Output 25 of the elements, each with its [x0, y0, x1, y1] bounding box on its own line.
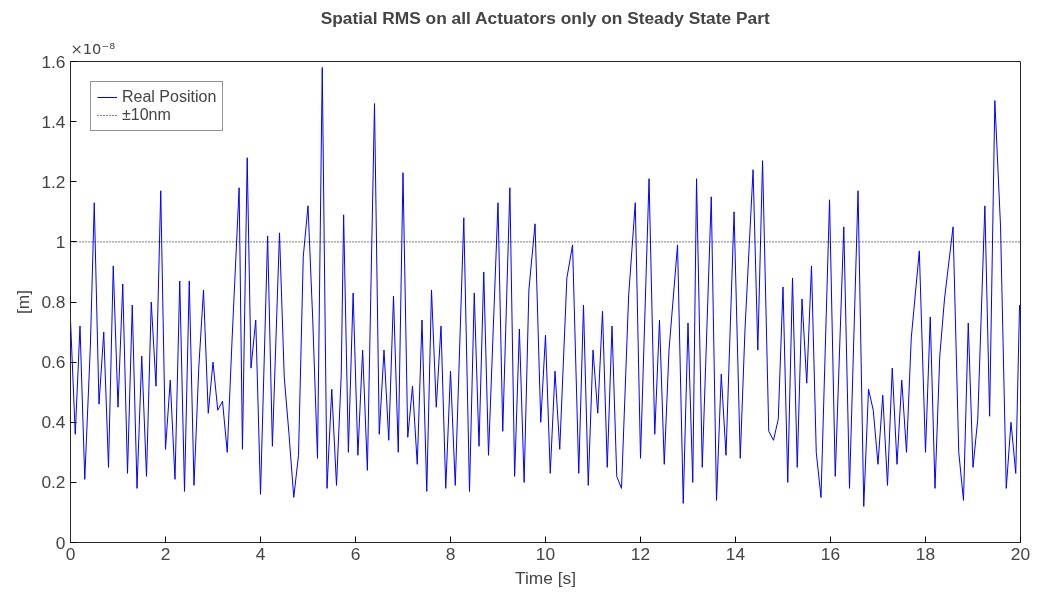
y-tick-label: 0.2 — [41, 472, 66, 493]
x-tick-label: 16 — [820, 543, 841, 564]
legend-label: Real Position — [122, 88, 217, 106]
line-series — [70, 67, 1021, 507]
x-tick-label: 2 — [160, 543, 171, 564]
x-tick-label: 12 — [630, 543, 651, 564]
x-tick-label: 18 — [915, 543, 936, 564]
y-axis-title: [m] — [13, 289, 34, 315]
y-tick-label: 1.4 — [41, 111, 66, 132]
x-tick-label: 20 — [1010, 543, 1031, 564]
x-axis-title: Time [s] — [515, 567, 576, 588]
x-tick-label: 6 — [350, 543, 361, 564]
x-tick-label: 14 — [725, 543, 746, 564]
y-tick-label: 0.8 — [41, 292, 66, 312]
x-tick-label: 4 — [255, 543, 266, 564]
y-tick-label: 1.2 — [41, 171, 66, 192]
legend-label: ±10nm — [122, 106, 171, 124]
y-tick-label: 0.4 — [41, 412, 66, 433]
y-tick-label: 1 — [55, 231, 66, 252]
x-tick-label: 10 — [535, 543, 556, 564]
text: ×10⁻⁸ — [70, 39, 116, 57]
y-tick-label: 1.6 — [41, 51, 66, 72]
x-tick-label: 8 — [445, 543, 456, 564]
chart-title: Spatial RMS on all Actuators only on Steady State Part — [320, 7, 770, 28]
y-tick-label: 0.6 — [41, 352, 66, 373]
